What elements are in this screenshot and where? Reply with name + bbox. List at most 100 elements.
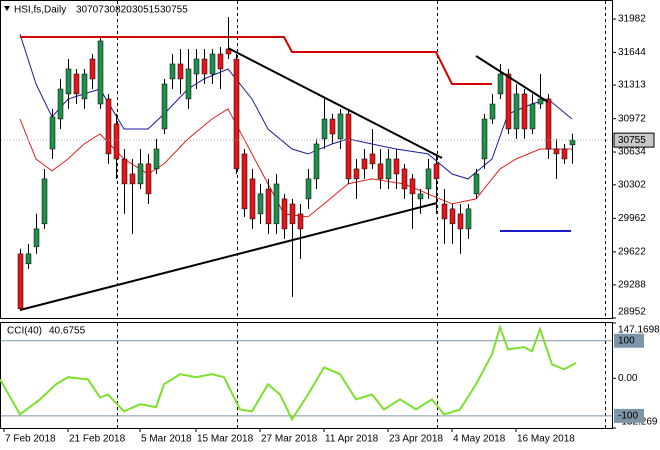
candle-body bbox=[273, 183, 280, 225]
y-tick-label: 30972 bbox=[618, 113, 646, 124]
level-label: -100 bbox=[618, 411, 638, 422]
candle-body bbox=[385, 158, 392, 180]
candle-body bbox=[513, 93, 520, 130]
level-box bbox=[614, 408, 644, 423]
candle-body bbox=[113, 123, 120, 160]
y-tick-label: 30302 bbox=[618, 179, 646, 190]
candle-body bbox=[481, 118, 488, 160]
cci-last-value: 40.6755 bbox=[49, 326, 86, 337]
header-high: 30820 bbox=[104, 5, 132, 16]
candle-body bbox=[289, 203, 296, 225]
level-box bbox=[614, 333, 644, 348]
candle-body bbox=[489, 103, 496, 120]
candle-body bbox=[249, 178, 256, 220]
candle-body bbox=[529, 103, 536, 130]
candle-body bbox=[433, 163, 440, 180]
header-close: 30755 bbox=[160, 5, 188, 16]
candle-body bbox=[369, 153, 376, 165]
header-open: 30707 bbox=[76, 5, 104, 16]
x-tick-label: 4 May 2018 bbox=[453, 434, 506, 445]
candle-body bbox=[393, 158, 400, 175]
candle-body bbox=[161, 83, 168, 130]
candle-body bbox=[169, 63, 176, 80]
cci-panel-frame bbox=[0, 322, 613, 429]
candle-body bbox=[233, 58, 240, 170]
candle-body bbox=[297, 213, 304, 230]
level-label: 100 bbox=[618, 335, 635, 346]
y-tick-label: 29962 bbox=[618, 213, 646, 224]
marks bbox=[0, 16, 612, 422]
header-low: 30515 bbox=[132, 5, 160, 16]
trend-lines bbox=[19, 47, 549, 311]
y-tick-label: 29622 bbox=[618, 247, 646, 258]
candle-body bbox=[409, 178, 416, 195]
x-tick-label: 7 Feb 2018 bbox=[5, 434, 56, 445]
candle-body bbox=[361, 158, 368, 170]
candle-body bbox=[521, 93, 528, 130]
x-tick-label: 16 May 2018 bbox=[517, 434, 575, 445]
candle-body bbox=[257, 193, 264, 215]
candle-body bbox=[105, 98, 112, 155]
candle-body bbox=[545, 98, 552, 150]
candle-body bbox=[569, 139, 576, 146]
y-tick-label: 31644 bbox=[618, 47, 646, 58]
candle-body bbox=[185, 68, 192, 100]
x-tick-label: 5 Mar 2018 bbox=[141, 434, 192, 445]
line bbox=[20, 36, 492, 85]
candle-body bbox=[65, 68, 72, 95]
candle-body bbox=[217, 53, 224, 70]
candle-body bbox=[465, 208, 472, 230]
cci-title: CCI(40) bbox=[7, 326, 42, 337]
candle-body bbox=[449, 208, 456, 225]
candle-body bbox=[473, 173, 480, 195]
x-tick-label: 15 Mar 2018 bbox=[197, 434, 254, 445]
y-tick-label: 30634 bbox=[618, 147, 646, 158]
candle-body bbox=[153, 148, 160, 170]
candle-body bbox=[457, 213, 464, 230]
candle-body bbox=[49, 116, 56, 150]
candle-body bbox=[89, 58, 96, 80]
candle-body bbox=[281, 198, 288, 230]
candle-body bbox=[345, 113, 352, 180]
candle-body bbox=[97, 40, 104, 105]
y-tick-label: 29288 bbox=[618, 279, 646, 290]
candle-body bbox=[329, 118, 336, 135]
resistance-trendline bbox=[475, 55, 549, 103]
y-tick-label: 28952 bbox=[618, 307, 646, 318]
current-price-label: 30755 bbox=[618, 135, 646, 146]
candle-body bbox=[417, 193, 424, 200]
candle-body bbox=[265, 188, 272, 225]
support-trendline bbox=[19, 202, 438, 311]
candle-body bbox=[353, 168, 360, 180]
candle-body bbox=[201, 58, 208, 75]
y-tick-label: 147.1698 bbox=[618, 325, 660, 336]
candle-body bbox=[561, 148, 568, 160]
candle-body bbox=[177, 63, 184, 80]
candle-body bbox=[57, 88, 64, 120]
candle-body bbox=[401, 168, 408, 190]
candle-body bbox=[17, 253, 24, 310]
candle-body bbox=[121, 158, 128, 185]
x-tick-label: 11 Apr 2018 bbox=[325, 434, 379, 445]
price-panel-frame bbox=[0, 0, 613, 319]
candle-body bbox=[81, 73, 88, 100]
line bbox=[0, 323, 577, 422]
candle-body bbox=[553, 148, 560, 155]
x-tick-label: 21 Feb 2018 bbox=[69, 434, 126, 445]
y-tick-label: 31313 bbox=[618, 80, 646, 91]
candle-body bbox=[313, 143, 320, 180]
y-tick-label: 31982 bbox=[618, 14, 646, 25]
candle-body bbox=[505, 73, 512, 130]
candle-body bbox=[137, 163, 144, 185]
resistance-trendline bbox=[227, 47, 443, 159]
menu-triangle[interactable] bbox=[4, 6, 10, 11]
candle-body bbox=[73, 73, 80, 95]
current-price-box bbox=[613, 132, 655, 148]
candle-body bbox=[241, 153, 248, 210]
candle-body bbox=[497, 73, 504, 95]
x-tick-label: 27 Mar 2018 bbox=[261, 434, 318, 445]
candle-body bbox=[305, 178, 312, 200]
candle-body bbox=[537, 98, 544, 105]
